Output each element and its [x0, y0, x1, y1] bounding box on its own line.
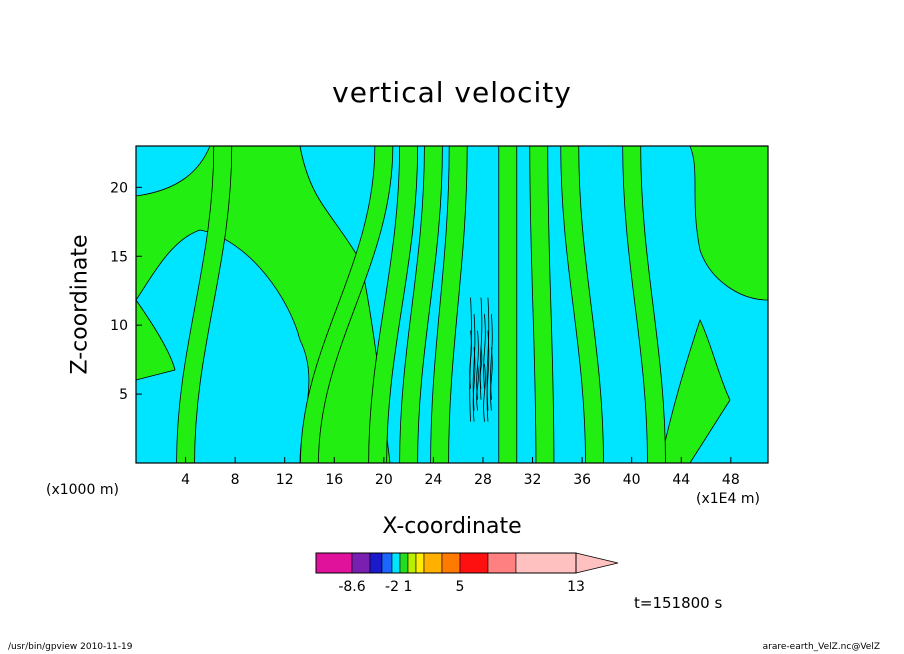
colorbar-cell — [369, 552, 383, 574]
x-axis: 4 8 12 16 20 24 28 32 36 40 44 48 — [181, 457, 740, 488]
x-unit-note: (x1E4 m) — [696, 491, 760, 507]
colorbar-cell — [423, 552, 443, 574]
green-region-1 — [135, 298, 176, 381]
core-contour — [486, 330, 490, 422]
x-tick-label: 36 — [573, 472, 591, 488]
core-contour — [472, 347, 476, 422]
colorbar-cell — [487, 552, 517, 574]
colorbar-cell — [351, 552, 371, 574]
x-tick-label: 20 — [375, 472, 393, 488]
colorbar-tick-label: -2 — [385, 579, 399, 595]
colorbar-extend-arrow — [575, 552, 619, 574]
x-scale-note: (x1000 m) — [46, 482, 119, 498]
x-axis-label: X-coordinate — [382, 514, 522, 539]
colorbar-cell — [459, 552, 489, 574]
footer-command: /usr/bin/gpview 2010-11-19 — [8, 642, 133, 652]
footer-source: arare-earth_VelZ.nc@VelZ — [762, 642, 880, 652]
green-band-right-1 — [498, 145, 518, 464]
y-tick-label: 15 — [110, 249, 128, 265]
colorbar-cell — [391, 552, 401, 574]
colorbar-cell — [381, 552, 393, 574]
x-tick-label: 4 — [181, 472, 190, 488]
core-contour — [469, 330, 472, 389]
core-contour — [490, 347, 493, 411]
y-tick-label: 5 — [119, 387, 128, 403]
x-tick-label: 8 — [231, 472, 240, 488]
colorbar-frame — [315, 552, 577, 574]
time-label: t=151800 s — [634, 594, 723, 612]
colorbar-tick-label: -8.6 — [338, 579, 365, 595]
colorbar-cell — [441, 552, 461, 574]
x-tick-label: 28 — [474, 472, 492, 488]
colorbar-tick-label: 1 — [404, 579, 413, 595]
core-contour — [483, 314, 486, 389]
central-core — [469, 297, 493, 422]
green-region-2 — [689, 145, 769, 301]
colorbar-cell — [515, 552, 577, 574]
contour-fields — [135, 145, 769, 464]
x-tick-label: 24 — [424, 472, 442, 488]
colorbar-cell — [415, 552, 425, 574]
colorbar-cell — [399, 552, 409, 574]
core-contour — [483, 363, 486, 422]
x-tick-label: 16 — [325, 472, 343, 488]
core-contour — [479, 297, 483, 400]
y-axis-label: Z-coordinate — [67, 234, 93, 375]
y-tick-label: 10 — [110, 318, 128, 334]
colorbar-tick-label: 13 — [567, 579, 585, 595]
colorbar-cell — [315, 552, 353, 574]
x-tick-label: 40 — [623, 472, 641, 488]
core-contour — [476, 363, 479, 411]
colorbar-cell — [407, 552, 417, 574]
x-tick-label: 48 — [722, 472, 740, 488]
y-axis: 5 10 15 20 — [110, 180, 142, 403]
colorbar: -8.6 -2 1 5 13 — [315, 552, 619, 595]
y-tick-label: 20 — [110, 180, 128, 196]
colorbar-tick-label: 5 — [456, 579, 465, 595]
x-tick-label: 32 — [524, 472, 542, 488]
x-tick-label: 44 — [672, 472, 690, 488]
x-tick-label: 12 — [276, 472, 294, 488]
plot-frame — [135, 145, 769, 464]
chart-title: vertical velocity — [332, 76, 572, 109]
